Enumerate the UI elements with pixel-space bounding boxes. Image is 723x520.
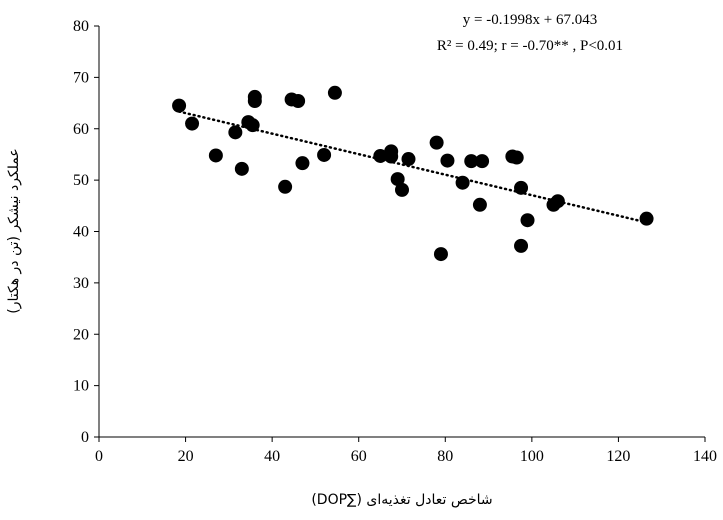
data-point: [228, 125, 243, 140]
data-point: [520, 213, 535, 228]
points-layer: [172, 85, 654, 262]
data-point: [327, 85, 342, 100]
data-point: [295, 156, 310, 171]
data-point: [395, 182, 409, 197]
x-tick-label: 100: [520, 448, 544, 465]
data-point: [433, 247, 448, 262]
data-point: [384, 149, 399, 164]
x-tick-label: 80: [437, 448, 453, 465]
y-tick-label: 50: [73, 172, 89, 189]
data-point: [185, 116, 200, 131]
y-tick-label: 0: [81, 429, 89, 446]
data-point: [514, 238, 529, 253]
data-point: [390, 172, 405, 187]
y-tick-label: 10: [73, 378, 89, 395]
y-tick-label: 60: [73, 121, 89, 138]
data-point: [245, 118, 260, 133]
data-point: [639, 211, 654, 226]
trendline-stats: R² = 0.49; r = -0.70** , P<0.01: [437, 38, 623, 54]
y-tick-label: 80: [73, 18, 89, 35]
data-point: [247, 94, 262, 109]
data-point: [317, 147, 332, 162]
data-point: [550, 194, 565, 209]
data-point: [514, 180, 529, 195]
data-point: [291, 94, 306, 109]
data-point: [464, 154, 479, 169]
data-point: [475, 154, 490, 169]
trendline-equation: y = -0.1998x + 67.043: [463, 12, 597, 28]
x-axis-title: شاخص تعادل تغذیه‌ای (∑DOP): [311, 492, 492, 508]
axes-layer: 0 20 40 60 80 100 120 140 0 10 20 30 40 50 60 70 80: [73, 18, 717, 465]
y-tick-label: 40: [73, 224, 89, 241]
x-tick-label: 140: [693, 448, 717, 465]
x-tick-label: 20: [178, 448, 194, 465]
data-point: [278, 179, 293, 194]
x-tick-label: 0: [95, 448, 103, 465]
data-point: [172, 98, 187, 113]
data-point: [234, 161, 249, 176]
y-tick-label: 20: [73, 326, 89, 343]
y-tick-label: 30: [73, 275, 89, 292]
data-point: [509, 150, 524, 165]
data-point: [429, 135, 444, 150]
data-point: [455, 175, 470, 190]
x-tick-label: 40: [264, 448, 280, 465]
y-tick-label: 70: [73, 69, 89, 86]
x-tick-label: 120: [606, 448, 630, 465]
data-point: [373, 148, 388, 163]
data-point: [401, 152, 416, 167]
x-tick-label: 60: [351, 448, 367, 465]
data-point: [472, 197, 487, 212]
data-point: [440, 153, 455, 168]
data-point: [208, 148, 223, 163]
y-axis-title: عملکرد نیشکر (تن در هکتار): [6, 148, 22, 313]
